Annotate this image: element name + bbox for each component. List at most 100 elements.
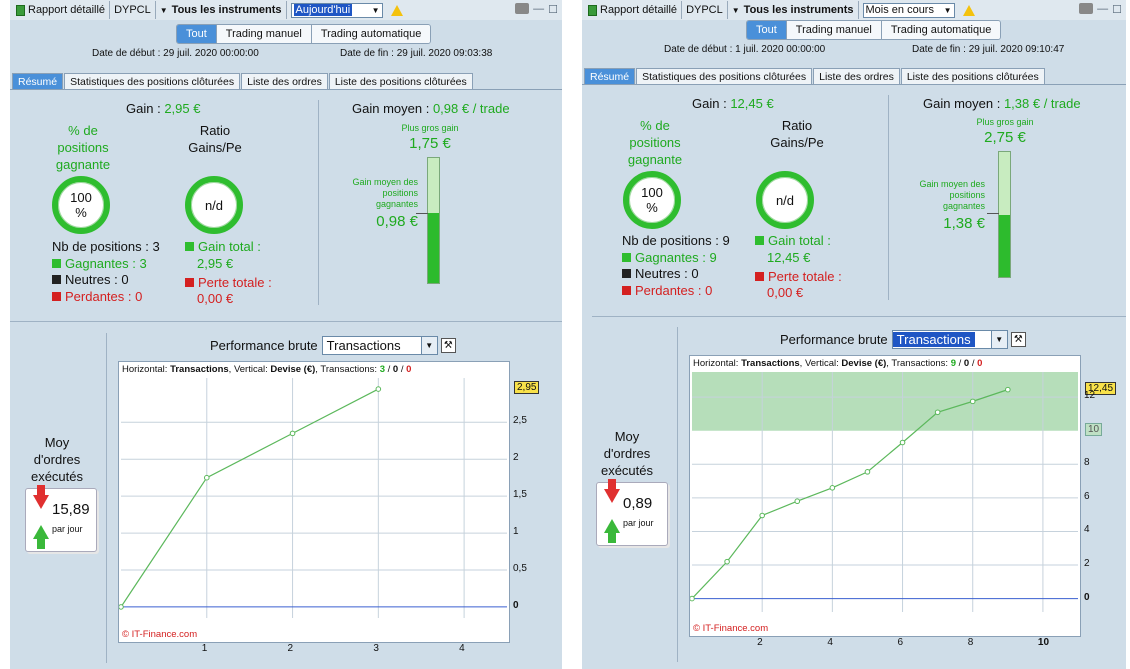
wrench-icon[interactable]: ⚒ [1010,332,1026,347]
data-point [203,474,210,481]
gain-gauge [998,151,1011,278]
nb-positions: Nb de positions : 3 [52,239,160,254]
maximize-icon[interactable]: ☐ [548,4,558,16]
data-point [375,386,382,392]
report-panel-2: Rapport détaillé DYPCL ▼ Tous les instrum… [582,0,1126,669]
series-line [691,389,1009,599]
data-point [864,469,871,475]
chart-svg [119,378,507,618]
report-button[interactable]: Rapport détaillé [12,1,111,19]
copyright: © IT-Finance.com [122,629,198,640]
gain-summary: Gain : 12,45 € [692,96,774,111]
toolbar: Rapport détaillé DYPCL ▼ Tous les instrum… [10,0,562,20]
maximize-icon[interactable]: ☐ [1112,4,1122,16]
account-selector[interactable]: DYPCL [682,1,728,19]
report-panel-1: Rapport détaillé DYPCL ▼ Tous les instrum… [10,0,562,669]
mode-trading-manuel[interactable]: Trading manuel [786,21,882,39]
warning-icon[interactable] [962,4,975,16]
gain-gauge [427,157,440,284]
gain-moyen-pos-label: Gain moyen des positions gagnantes [919,179,985,211]
y-tick-label: 12 [1084,390,1096,402]
y-tick-label: 0 [1084,591,1090,603]
perf-label: Performance brute [210,338,318,353]
moy-ordres-value: 0,89 [623,495,653,512]
mode-trading-automatique[interactable]: Trading automatique [881,21,1001,39]
gain-moyen: Gain moyen : 0,98 € / trade [352,101,510,116]
neutres-count: Neutres : 0 [622,266,699,281]
tab-resume[interactable]: Résumé [12,73,64,90]
tab-statistiques[interactable]: Statistiques des positions clôturées [636,68,813,85]
toolbar: Rapport détaillé DYPCL ▼ Tous les instrum… [582,0,1126,20]
arrow-down-icon [33,485,49,509]
gain-moyen-pos-label: Gain moyen des positions gagnantes [352,177,418,209]
printer-icon[interactable] [515,3,530,14]
account-selector[interactable]: DYPCL [110,1,156,19]
period-select[interactable]: Aujourd'hui ▼ [290,2,383,18]
y-tick-label: 0,5 [513,563,527,574]
nb-positions: Nb de positions : 9 [622,233,730,248]
gain-moyen-pos-value: 0,98 € [376,213,418,230]
neutres-count: Neutres : 0 [52,272,129,287]
y-tick-label: 6 [1084,490,1090,502]
x-tick-label: 6 [897,637,904,648]
gain-total: Gain total : [755,233,831,248]
ordres-card: 0,89 par jour [596,479,668,546]
chart-caption: Horizontal: Transactions, Vertical: Devi… [122,364,412,375]
minimize-icon[interactable]: — [1097,3,1109,15]
mode-trading-automatique[interactable]: Trading automatique [311,25,431,43]
ratio-donut: n/d [185,176,243,234]
report-icon [16,4,25,16]
x-tick-label: 3 [373,643,379,654]
instruments-selector[interactable]: ▼ Tous les instruments [728,1,859,19]
tab-liste-ordres[interactable]: Liste des ordres [241,73,328,90]
moy-ordres-sub: par jour [52,524,83,534]
chart-svg [690,372,1078,612]
y-tick-label: 8 [1084,457,1090,469]
tab-liste-positions[interactable]: Liste des positions clôturées [900,68,1045,85]
perf-select[interactable]: Transactions ▼ [891,330,1008,349]
plus-gros-gain-label: Plus gros gain [401,123,459,133]
report-button[interactable]: Rapport détaillé [584,1,683,19]
wrench-icon[interactable]: ⚒ [440,338,456,353]
moy-ordres-sub: par jour [623,518,654,528]
chevron-down-icon: ▼ [731,5,740,15]
gain-gauge-fill [428,213,439,283]
x-tick-label: 4 [827,637,833,648]
perf-row: Performance brute Transactions ▼ ⚒ [780,330,1026,349]
perf-row: Performance brute Transactions ▼ ⚒ [210,336,456,355]
tab-liste-ordres[interactable]: Liste des ordres [813,68,900,85]
perf-select[interactable]: Transactions ▼ [321,336,438,355]
minimize-icon[interactable]: — [533,3,545,15]
mode-tout[interactable]: Tout [177,25,217,43]
x-tick-label: 10 [1037,637,1050,648]
ratio-label: Ratio Gains/Pe [188,123,242,155]
perdantes-count: Perdantes : 0 [52,289,142,304]
warning-icon[interactable] [390,4,403,16]
pct-gagnante-donut: 100 % [52,176,110,234]
gain-total-value: 12,45 € [767,250,811,265]
last-value-tag: 2,95 [514,381,540,395]
mode-trading-manuel[interactable]: Trading manuel [216,25,312,43]
tab-liste-positions[interactable]: Liste des positions clôturées [328,73,473,90]
x-tick-label: 2 [287,643,294,654]
tab-statistiques[interactable]: Statistiques des positions clôturées [64,73,241,90]
printer-icon[interactable] [1079,3,1094,14]
last-value-tag: 12,45 [1085,381,1117,395]
tab-resume[interactable]: Résumé [584,68,636,85]
y-tick-label: 1,5 [513,489,527,501]
data-point [899,439,906,446]
instruments-selector[interactable]: ▼ Tous les instruments [156,1,287,19]
mode-tout[interactable]: Tout [747,21,787,39]
chevron-down-icon: ▼ [371,5,380,15]
moy-ordres-label: Moy d'ordres exécutés : [600,429,654,495]
performance-chart [118,361,510,643]
period-select[interactable]: Mois en cours ▼ [862,2,955,18]
plus-gros-gain-value: 2,75 € [984,129,1026,146]
gain-moyen-pos-value: 1,38 € [943,215,985,232]
y-tick-label: 2,5 [513,415,527,427]
data-point [119,604,124,610]
copyright: © IT-Finance.com [693,623,769,634]
perdantes-count: Perdantes : 0 [622,283,712,298]
series-line [120,388,379,608]
chevron-down-icon: ▼ [420,337,437,354]
